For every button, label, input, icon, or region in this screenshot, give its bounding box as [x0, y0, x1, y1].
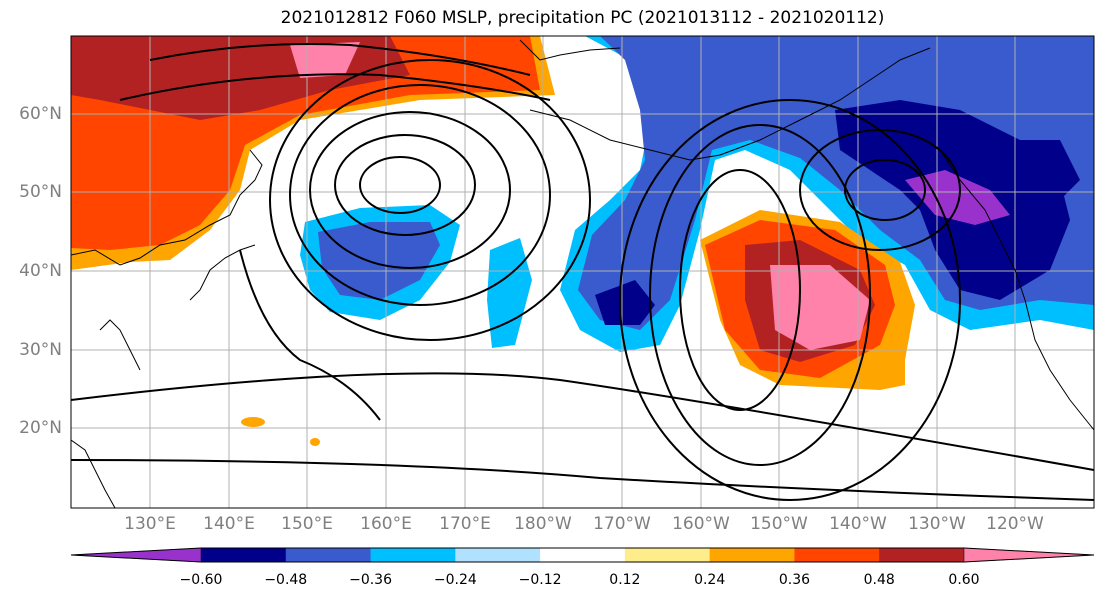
isobar-1036	[149, 43, 531, 76]
precip-spot-2	[310, 438, 320, 446]
lon-label-160w: 160°W	[672, 514, 730, 534]
colorbar-tick-label: −0.24	[433, 572, 477, 588]
precip-spot-1	[241, 417, 265, 427]
colorbar-cell	[709, 548, 795, 562]
colorbar-cell	[201, 548, 287, 562]
colorbar	[70, 547, 1095, 563]
precip-field-sub-060	[770, 265, 870, 350]
colorbar-cell	[285, 548, 372, 562]
isobars	[71, 43, 1094, 501]
map-title: 2021012812 F060 MSLP, precipitation PC (…	[280, 8, 885, 28]
lon-label-150e: 150°E	[281, 514, 333, 534]
lat-label-60n: 60°N	[19, 104, 62, 124]
colorbar-cell	[540, 548, 626, 562]
colorbar-tick-label: 0.12	[609, 572, 641, 588]
isobar-1016	[71, 372, 1094, 471]
lon-label-140e: 140°E	[203, 514, 255, 534]
lon-label-180w: 180°W	[514, 514, 572, 534]
isobar-1032	[679, 169, 801, 411]
colorbar-cell	[455, 548, 541, 562]
colorbar-tick-label: −0.60	[179, 572, 223, 588]
lon-label-130w: 130°W	[908, 514, 966, 534]
precip-field-gulf-060	[905, 170, 1010, 225]
colorbar-tick-label: 0.60	[948, 572, 980, 588]
lon-label-120w: 120°W	[986, 514, 1044, 534]
isobar-1020	[619, 99, 961, 501]
isobar-992	[309, 111, 511, 269]
colorbar-tick-label: 0.48	[863, 572, 895, 588]
isobar-1008	[269, 59, 591, 341]
colorbar-extend-low	[70, 547, 202, 563]
map-frame	[70, 35, 1095, 509]
colorbar-frame	[70, 547, 1095, 563]
lon-label-150w: 150°W	[750, 514, 808, 534]
lon-label-170e: 170°E	[439, 514, 491, 534]
colorbar-cell	[794, 548, 880, 562]
colorbar-extend-high	[963, 547, 1095, 563]
isobar-976	[359, 156, 441, 214]
colorbar-tick-label: −0.36	[349, 572, 392, 588]
colorbar-cell	[624, 548, 711, 562]
lon-label-130e: 130°E	[124, 514, 176, 534]
isobar-1012	[71, 459, 1094, 501]
colorbar-tick-label: −0.12	[518, 572, 562, 588]
coastlines	[71, 39, 1094, 508]
colorbar-tick-label: −0.48	[264, 572, 308, 588]
lat-label-20n: 20°N	[19, 418, 62, 438]
colorbar-tick-label: 0.24	[694, 572, 726, 588]
precip-field-np-036	[318, 222, 440, 300]
graticule	[71, 36, 1094, 508]
colorbar-cell	[879, 548, 965, 562]
lon-label-170w: 170°W	[593, 514, 651, 534]
precip-fields	[71, 36, 1094, 446]
lon-label-140w: 140°W	[829, 514, 887, 534]
isobar-984	[334, 134, 476, 236]
isobar-1032-west	[119, 73, 551, 101]
lat-label-50n: 50°N	[19, 182, 62, 202]
lat-label-30n: 30°N	[19, 340, 62, 360]
colorbar-tick-label: 0.36	[778, 572, 811, 588]
isobar-1028	[649, 124, 871, 466]
isobar-1000	[289, 84, 551, 306]
lon-label-160e: 160°E	[360, 514, 412, 534]
colorbar-cell	[370, 548, 456, 562]
isobar-996	[844, 159, 926, 221]
precip-field-dateline-048	[595, 280, 655, 325]
precip-field-coast-048	[1005, 140, 1080, 200]
isobar-1024	[239, 249, 381, 421]
lat-label-40n: 40°N	[19, 261, 62, 281]
